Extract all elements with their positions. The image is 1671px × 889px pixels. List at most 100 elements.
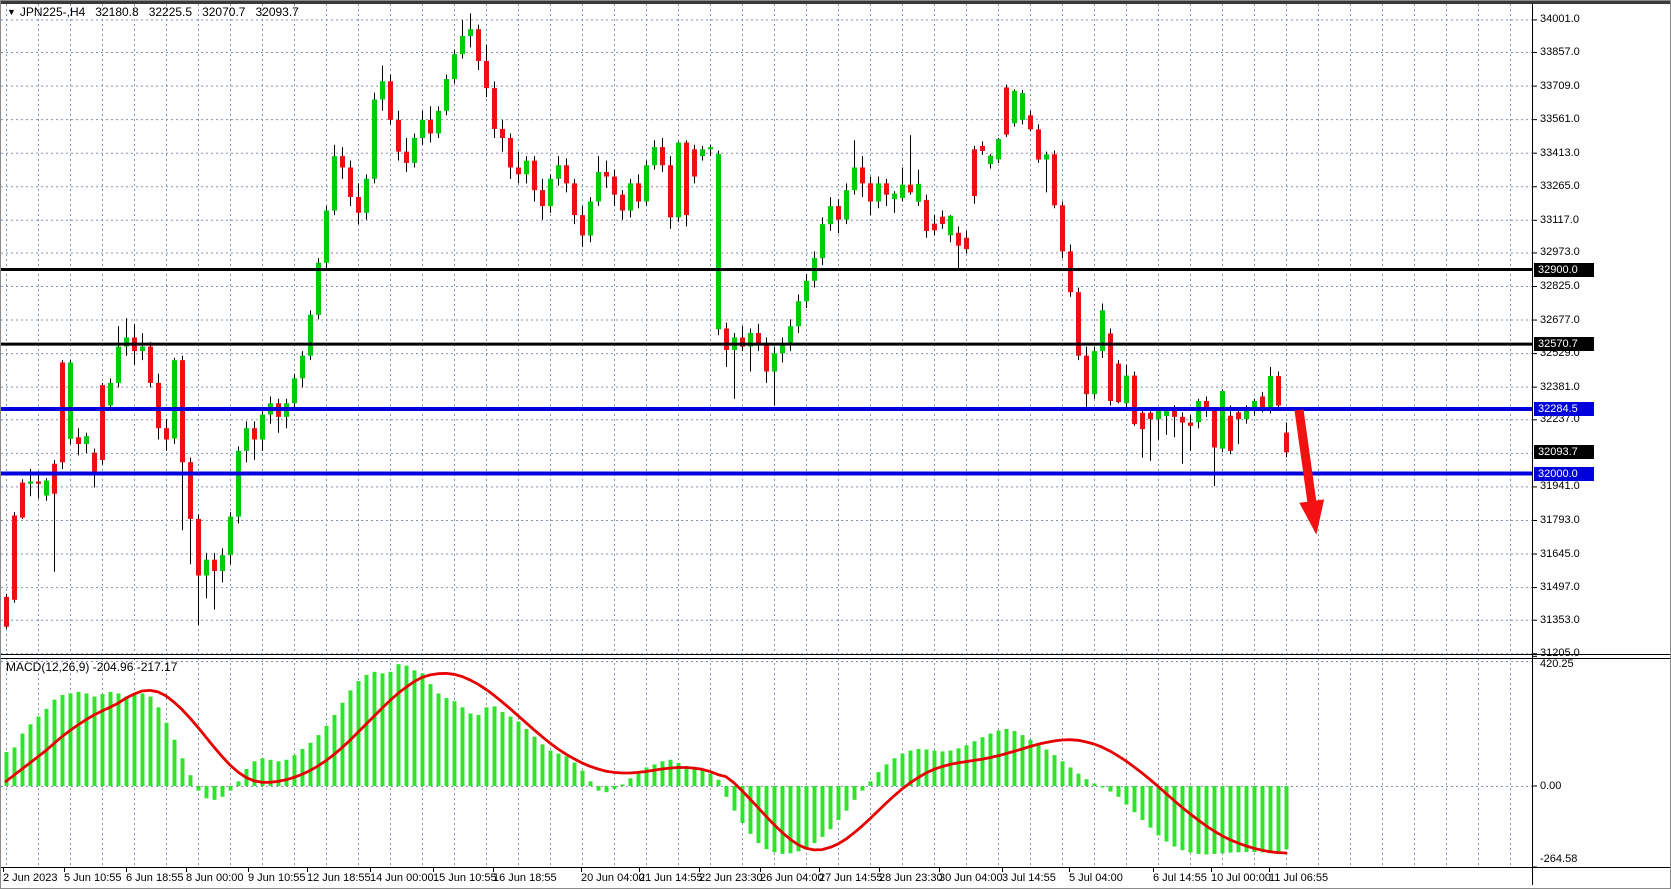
- macd-histogram-bar: [612, 786, 617, 790]
- candle-body-down: [540, 190, 545, 207]
- candle-body-up: [1252, 400, 1257, 409]
- candle-body-up: [996, 139, 1001, 160]
- price-tick-label: 31205.0: [1540, 647, 1580, 660]
- macd-histogram-bar: [332, 715, 337, 786]
- candle-body-up: [588, 201, 593, 236]
- price-tick-label: 33857.0: [1540, 46, 1580, 59]
- macd-histogram-bar: [540, 744, 545, 786]
- macd-histogram-bar: [548, 750, 553, 786]
- candle-body-down: [52, 463, 57, 494]
- candle-body-down: [932, 223, 937, 231]
- candle-body-down: [36, 481, 41, 484]
- price-tick-label: 33561.0: [1540, 113, 1580, 126]
- macd-histogram-bar: [164, 722, 169, 786]
- price-axis[interactable]: 34001.0 33857.0 33709.0 33561.0 33413.0 33265…: [1533, 1, 1670, 867]
- time-axis-label: 22 Jun 23:30: [699, 872, 763, 884]
- macd-histogram-bar: [1252, 786, 1257, 853]
- candle-body-up: [380, 81, 385, 100]
- macd-histogram-bar: [748, 786, 753, 834]
- candle-body-down: [484, 60, 489, 89]
- macd-histogram-bar: [692, 767, 697, 786]
- price-tick-label: 31497.0: [1540, 581, 1580, 594]
- macd-histogram-bar: [628, 778, 633, 786]
- title-open-value: 32180.8: [95, 5, 139, 19]
- macd-histogram-bar: [132, 694, 137, 786]
- macd-histogram-bar: [772, 786, 777, 853]
- macd-histogram-bar: [1036, 744, 1041, 786]
- candle-body-up: [788, 326, 793, 345]
- macd-histogram-bar: [204, 786, 209, 799]
- macd-histogram-bar: [508, 716, 513, 786]
- candle-body-up: [796, 301, 801, 327]
- macd-histogram-bar: [524, 728, 529, 786]
- macd-histogram-bar: [436, 693, 441, 786]
- candle-body-up: [124, 337, 129, 347]
- candle-body-down: [340, 156, 345, 168]
- macd-histogram-bar: [124, 696, 129, 786]
- macd-histogram-bar: [364, 674, 369, 786]
- macd-histogram-bar: [580, 770, 585, 786]
- candle-body-down: [740, 337, 745, 347]
- candle-body-up: [652, 147, 657, 166]
- candle-body-down: [1132, 375, 1137, 425]
- macd-histogram-bar: [1108, 786, 1113, 792]
- candle-body-up: [412, 138, 417, 163]
- price-line-label-32284.5: 32284.5: [1534, 402, 1594, 417]
- candle-body-down: [580, 215, 585, 236]
- macd-histogram-bar: [780, 786, 785, 854]
- candle-body-down: [1212, 410, 1217, 448]
- time-axis-label: 6 Jun 18:55: [126, 872, 184, 884]
- macd-histogram-bar: [908, 750, 913, 786]
- candle-body-down: [636, 183, 641, 202]
- candle-body-down: [1084, 355, 1089, 395]
- candle-body-down: [1036, 129, 1041, 160]
- macd-histogram-bar: [444, 698, 449, 786]
- macd-histogram-bar: [972, 741, 977, 786]
- macd-histogram-bar: [292, 755, 297, 786]
- time-axis-label: 10 Jul 00:00: [1211, 872, 1271, 884]
- candle-body-down: [1148, 412, 1153, 420]
- macd-histogram-bar: [220, 786, 225, 797]
- candle-body-down: [348, 167, 353, 197]
- candle-body-down: [508, 138, 513, 168]
- macd-histogram-bar: [724, 786, 729, 797]
- trend-arrow[interactable]: [1294, 409, 1325, 535]
- title-high-value: 32225.5: [148, 5, 193, 19]
- macd-histogram-bar: [812, 786, 817, 844]
- price-line-label-32900.0: 32900.0: [1534, 262, 1594, 277]
- candle-body-down: [1228, 415, 1233, 451]
- macd-histogram-bar: [1140, 786, 1145, 820]
- macd-histogram-bar: [388, 671, 393, 786]
- macd-signal-line: [4, 672, 1288, 855]
- macd-histogram-bar: [1132, 786, 1137, 813]
- time-axis[interactable]: 2 Jun 2023 5 Jun 10:55 6 Jun 18:55 8 Jun 00…: [1, 868, 1670, 888]
- macd-histogram-bar: [468, 713, 473, 786]
- candle-body-up: [332, 156, 337, 211]
- macd-histogram-bar: [756, 786, 761, 844]
- macd-histogram-bar: [1100, 786, 1105, 788]
- macd-scale-zero: 0.00: [1540, 780, 1562, 792]
- time-axis-label: 11 Jul 06:55: [1269, 872, 1329, 884]
- candle-body-down: [660, 147, 665, 166]
- chart-title: ▼ JPN225-,H4 32180.8 32225.5 32070.7 320…: [7, 5, 305, 19]
- candle-body-up: [1164, 410, 1169, 416]
- symbol-menu-dropdown-icon[interactable]: ▼: [7, 7, 16, 17]
- macd-histogram-bar: [1044, 749, 1049, 786]
- candle-body-down: [188, 462, 193, 519]
- macd-histogram-bar: [60, 694, 65, 786]
- candle-body-down: [1116, 363, 1121, 403]
- candle-body-up: [1092, 351, 1097, 395]
- macd-histogram-bar: [804, 786, 809, 848]
- candle-body-down: [20, 482, 25, 518]
- candle-body-down: [388, 81, 393, 120]
- candle-body-down: [564, 165, 569, 184]
- macd-histogram-bar: [900, 753, 905, 786]
- candle-body-up: [68, 362, 73, 439]
- macd-histogram-bar: [1284, 786, 1289, 850]
- macd-histogram-bar: [708, 773, 713, 786]
- candle-body-up: [1020, 93, 1025, 120]
- candle-body-down: [156, 382, 161, 429]
- macd-histogram-bar: [236, 781, 241, 786]
